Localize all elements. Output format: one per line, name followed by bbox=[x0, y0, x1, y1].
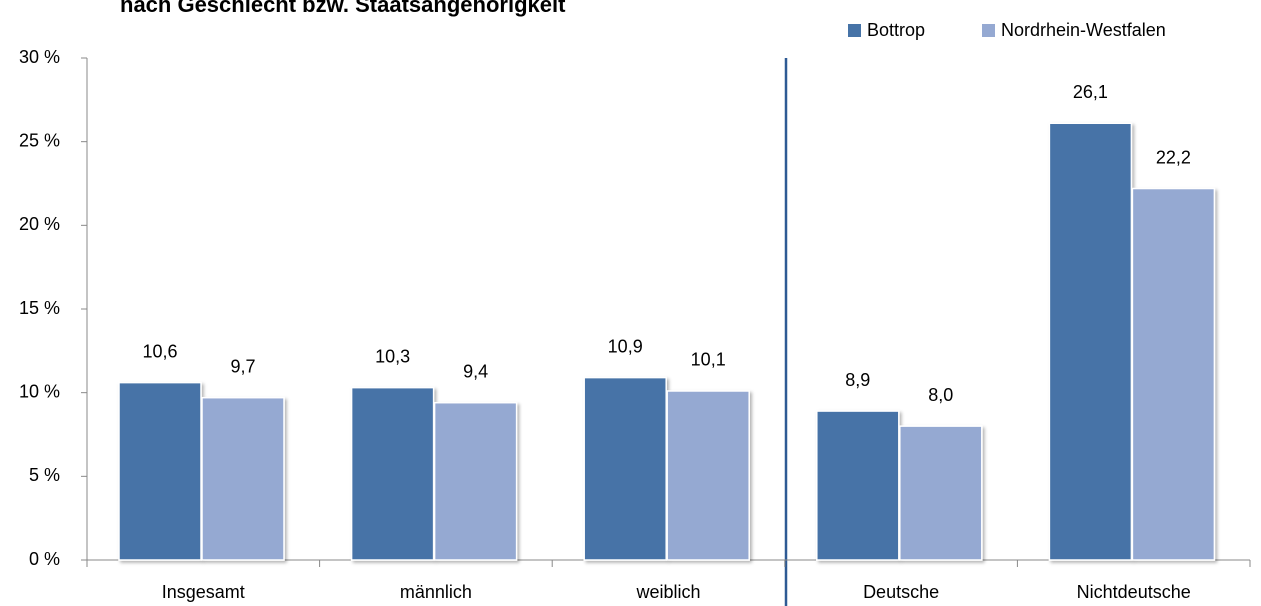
legend-swatch bbox=[848, 24, 861, 37]
y-tick-label: 10 % bbox=[19, 381, 60, 401]
data-label: 26,1 bbox=[1073, 82, 1108, 102]
x-tick-label: Deutsche bbox=[863, 582, 939, 602]
bar bbox=[433, 401, 518, 561]
x-tick-label: männlich bbox=[400, 582, 472, 602]
y-tick-label: 20 % bbox=[19, 214, 60, 234]
y-tick-label: 15 % bbox=[19, 298, 60, 318]
bar bbox=[666, 390, 750, 561]
bar bbox=[201, 396, 285, 561]
data-label: 8,9 bbox=[845, 370, 870, 390]
y-tick-label: 5 % bbox=[29, 465, 60, 485]
bar bbox=[816, 410, 900, 561]
legend-label: Nordrhein-Westfalen bbox=[1001, 20, 1166, 40]
data-label: 10,1 bbox=[691, 350, 726, 370]
bar bbox=[1048, 122, 1133, 561]
data-label: 9,7 bbox=[230, 356, 255, 376]
bar bbox=[350, 386, 435, 561]
y-tick-label: 0 % bbox=[29, 549, 60, 569]
y-tick-label: 30 % bbox=[19, 47, 60, 67]
x-tick-label: Insgesamt bbox=[162, 582, 245, 602]
bar bbox=[118, 381, 202, 561]
data-label: 8,0 bbox=[928, 385, 953, 405]
x-tick-label: weiblich bbox=[635, 582, 700, 602]
bar bbox=[899, 425, 983, 561]
legend-label: Bottrop bbox=[867, 20, 925, 40]
legend-swatch bbox=[982, 24, 995, 37]
data-label: 10,6 bbox=[142, 341, 177, 361]
data-label: 22,2 bbox=[1156, 147, 1191, 167]
bar bbox=[1131, 187, 1216, 561]
x-tick-label: Nichtdeutsche bbox=[1077, 582, 1191, 602]
chart-title: nach Geschlecht bzw. Staatsangehörigkeit bbox=[120, 0, 566, 17]
data-label: 10,3 bbox=[375, 346, 410, 366]
y-tick-label: 25 % bbox=[19, 130, 60, 150]
bar bbox=[583, 376, 667, 561]
data-label: 10,9 bbox=[608, 336, 643, 356]
data-label: 9,4 bbox=[463, 361, 488, 381]
